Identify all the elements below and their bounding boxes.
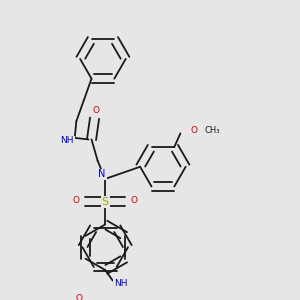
Text: O: O <box>190 126 197 135</box>
Text: NH: NH <box>61 136 74 146</box>
Text: O: O <box>93 106 100 115</box>
Text: O: O <box>130 196 138 205</box>
Text: O: O <box>73 196 80 205</box>
Text: N: N <box>98 169 106 179</box>
Text: S: S <box>102 197 109 207</box>
Text: O: O <box>76 294 83 300</box>
Text: CH₃: CH₃ <box>205 126 220 135</box>
Text: NH: NH <box>114 279 127 288</box>
